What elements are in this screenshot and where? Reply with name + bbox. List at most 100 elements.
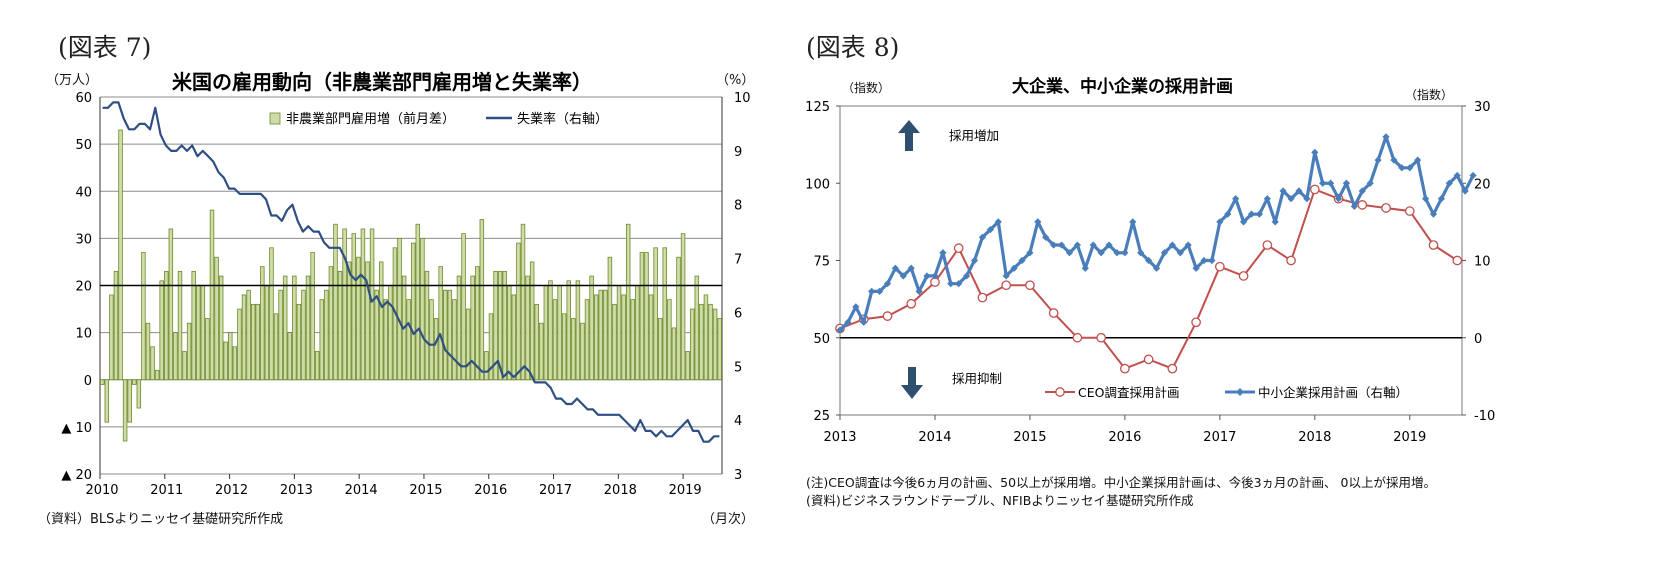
- bar: [648, 294, 654, 381]
- small-business-point: [1421, 195, 1430, 203]
- x-tick-label: 2010: [85, 483, 118, 498]
- bar: [218, 275, 224, 381]
- ceo-point: [1238, 271, 1249, 281]
- annotation-up: 採用増加: [949, 128, 999, 143]
- small-business-point: [891, 264, 899, 272]
- x-tick-label: 2012: [215, 483, 248, 498]
- bar: [603, 289, 608, 381]
- small-business-point: [1311, 148, 1319, 156]
- bar: [488, 313, 494, 381]
- bar: [717, 318, 722, 381]
- small-business-point: [860, 318, 868, 326]
- small-business-point: [1437, 195, 1446, 203]
- small-business-point: [852, 303, 860, 311]
- ceo-point: [1143, 354, 1154, 365]
- bar: [598, 289, 603, 381]
- y-left-tick-label: 50: [813, 332, 830, 347]
- bar: [173, 332, 178, 381]
- bar: [351, 233, 357, 381]
- x-tick-label: 2016: [474, 483, 507, 498]
- bar: [443, 289, 448, 381]
- y-left-tick-label: 75: [813, 255, 830, 270]
- ceo-point: [1262, 240, 1273, 250]
- bar: [447, 289, 453, 381]
- small-business-point: [1445, 179, 1453, 187]
- bar: [310, 252, 315, 381]
- bar: [296, 303, 302, 381]
- bar: [484, 351, 489, 381]
- small-business-point: [1429, 210, 1438, 218]
- small-business-line: [838, 135, 1475, 332]
- small-business-point: [1295, 187, 1303, 195]
- bar: [561, 313, 567, 381]
- y-right-tick-label: 0: [1474, 332, 1482, 347]
- bar: [241, 294, 247, 381]
- bar: [278, 289, 283, 381]
- small-business-point: [1461, 187, 1469, 195]
- bar: [305, 275, 311, 381]
- bar: [708, 303, 713, 381]
- bar: [607, 256, 613, 381]
- small-business-point: [1255, 210, 1263, 218]
- fig8-note: (注)CEO調査は今後6ヵ月の計画、50以上が採用増。中小企業採用計画は、今後3…: [806, 475, 1436, 490]
- small-business-point: [883, 280, 892, 288]
- bar: [470, 275, 475, 381]
- bar: [406, 299, 411, 381]
- small-business-point: [1406, 164, 1414, 172]
- arrow-up-shape: [898, 120, 920, 151]
- y-left-tick-label: ▲ 20: [61, 468, 92, 483]
- small-business-point: [836, 326, 844, 334]
- bar: [127, 379, 132, 423]
- small-business-point: [1160, 249, 1169, 257]
- bar: [209, 209, 215, 381]
- bar: [625, 223, 631, 381]
- bar: [511, 294, 517, 381]
- small-business-point: [1414, 156, 1422, 164]
- x-tick-label: 2018: [604, 483, 637, 498]
- y-left-tick-label: 60: [75, 91, 92, 106]
- ceo-point: [1381, 203, 1391, 213]
- bar: [260, 266, 265, 381]
- small-business-point: [931, 272, 939, 280]
- bar: [433, 318, 439, 381]
- small-business-point: [1105, 241, 1113, 249]
- x-tick-label: 2015: [409, 483, 442, 498]
- y-right-tick-label: -10: [1474, 409, 1495, 424]
- small-business-point: [1176, 249, 1184, 257]
- y-right-tick-label: 10: [1474, 255, 1491, 270]
- small-business-point: [1216, 218, 1224, 226]
- bar: [539, 322, 544, 381]
- bar: [456, 275, 462, 381]
- x-tick-label: 2017: [539, 483, 572, 498]
- bar: [548, 280, 553, 381]
- small-business-point: [1382, 133, 1390, 141]
- bar: [383, 299, 389, 381]
- arrow-down-shape: [901, 367, 923, 399]
- bar: [657, 318, 663, 381]
- bar: [365, 261, 370, 381]
- small-business-point: [1208, 256, 1216, 265]
- bar: [269, 247, 274, 381]
- y-left-tick-label: 50: [75, 138, 92, 153]
- bar: [356, 256, 361, 381]
- bar: [319, 299, 325, 381]
- small-business-point: [1184, 241, 1192, 249]
- x-tick-label: 2016: [1108, 430, 1141, 445]
- small-business-point: [1398, 164, 1406, 172]
- bar: [424, 270, 430, 381]
- small-business-point: [1026, 249, 1034, 257]
- small-business-point: [1200, 256, 1208, 265]
- fig7-right-unit: （%）: [716, 73, 755, 88]
- y-right-tick-label: 10: [734, 91, 751, 106]
- legend-small-marker: [1236, 388, 1244, 396]
- bar: [250, 303, 256, 381]
- bar: [141, 252, 146, 381]
- y-left-tick-label: 40: [75, 185, 92, 200]
- small-business-point: [978, 233, 987, 241]
- y-right-tick-label: 3: [734, 468, 742, 483]
- y-right-tick-label: 4: [734, 414, 742, 429]
- small-business-point: [1121, 249, 1129, 257]
- bar: [529, 261, 535, 381]
- y-right-tick-label: 9: [734, 145, 742, 160]
